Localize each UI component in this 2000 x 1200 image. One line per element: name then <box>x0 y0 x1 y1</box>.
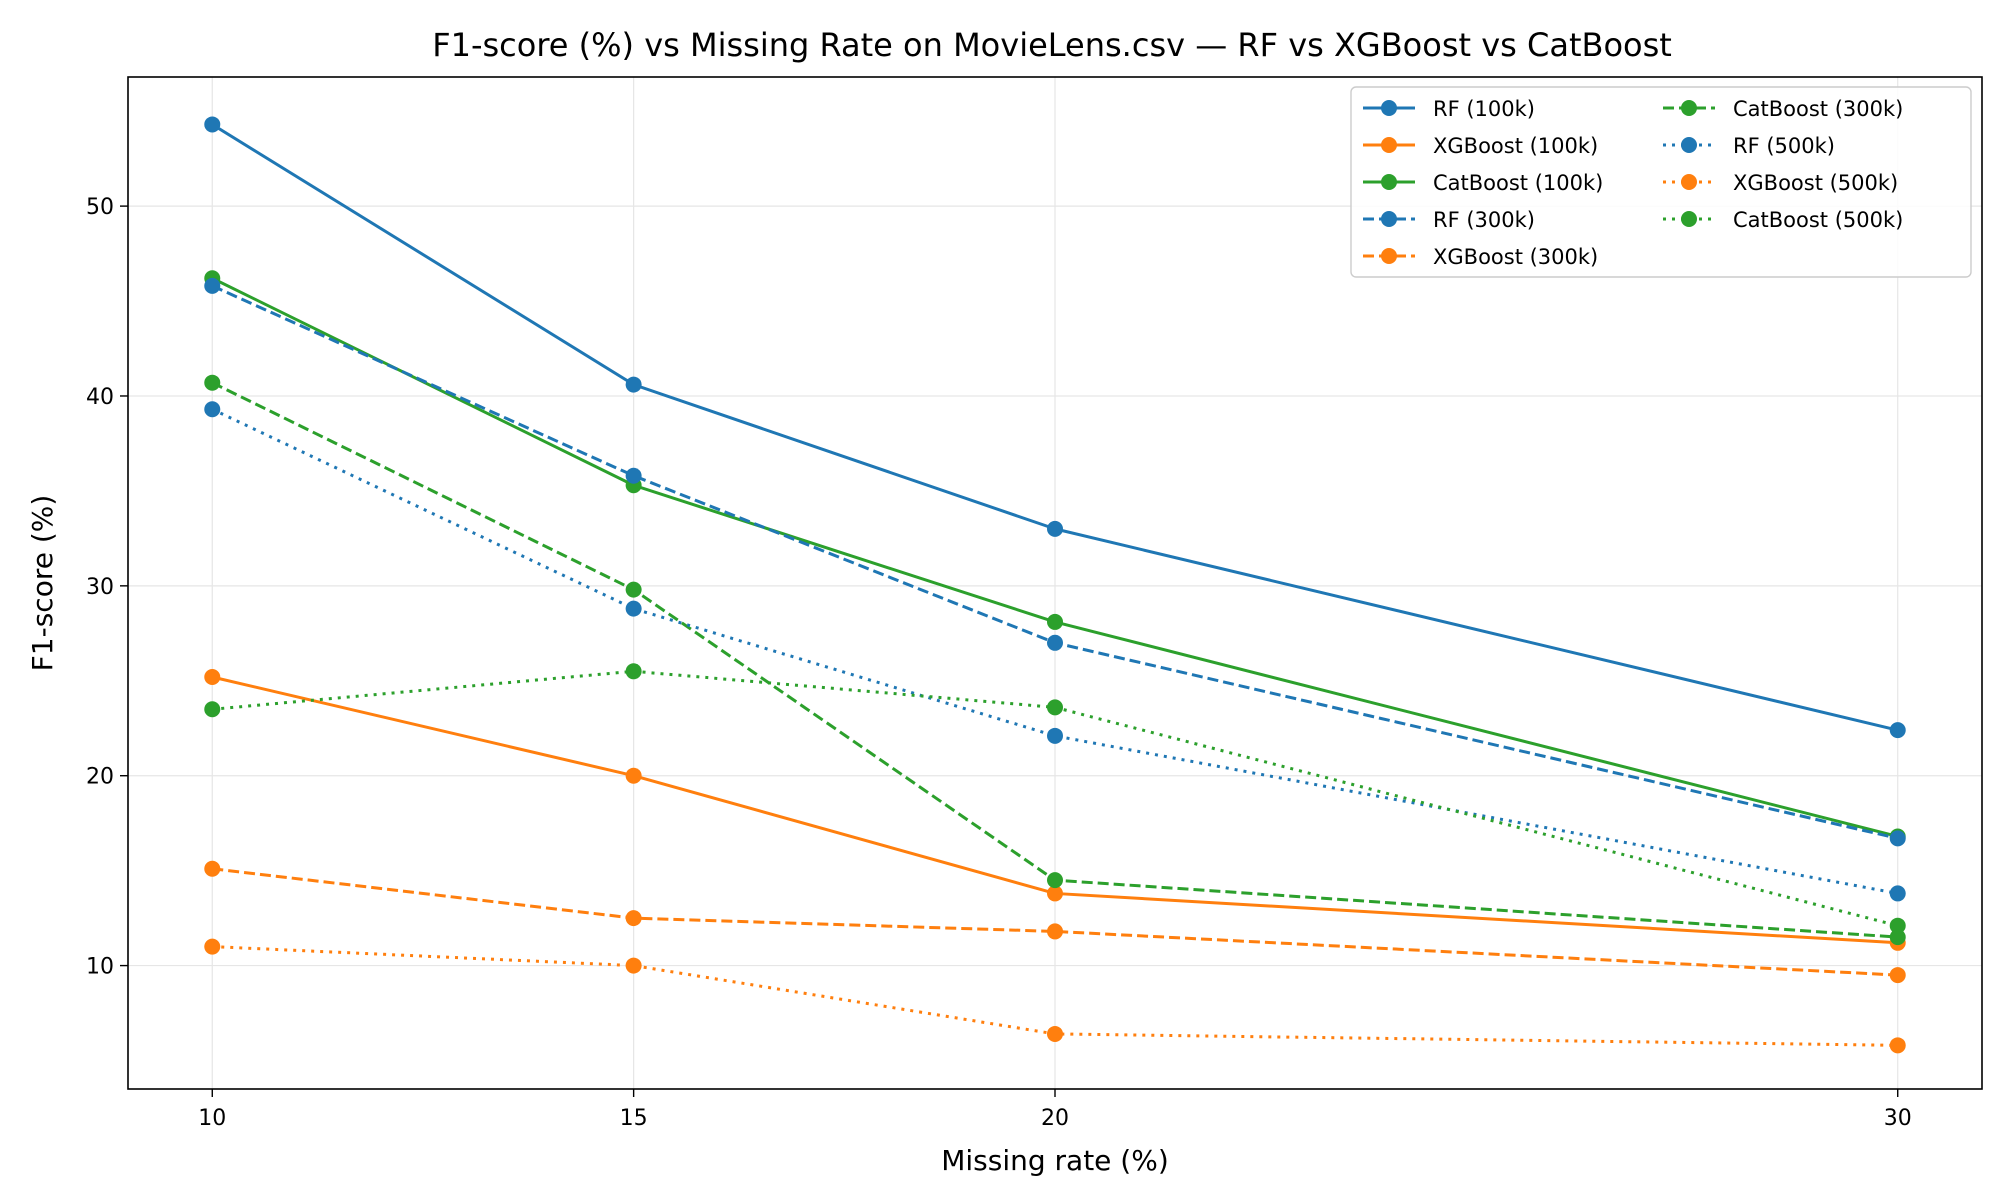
series-line <box>211 284 1899 840</box>
series-line <box>212 945 1898 1047</box>
data-point <box>204 860 221 877</box>
data-point <box>1889 929 1906 946</box>
legend: RF (100k) XGBoost (100k) CatBoost (100k) RF… <box>1350 86 1972 278</box>
legend-label: CatBoost (500k) <box>1733 208 1903 232</box>
data-point <box>625 957 642 974</box>
x-tick-label: 20 <box>1041 1106 1069 1131</box>
legend-marker <box>1381 174 1397 190</box>
legend-marker <box>1681 174 1697 190</box>
data-point <box>625 910 642 927</box>
series-catboost-500k <box>204 663 1906 934</box>
legend-label: CatBoost (100k) <box>1433 171 1603 195</box>
x-tick-label: 30 <box>1884 1106 1912 1131</box>
data-point <box>625 767 642 784</box>
axis-ticks: 10 15 20 30 10 20 30 40 50 <box>86 195 1912 1131</box>
data-point <box>1047 613 1063 630</box>
data-point <box>204 668 221 685</box>
data-point <box>1047 634 1063 651</box>
data-point <box>1047 872 1063 889</box>
legend-label: XGBoost (100k) <box>1433 134 1598 158</box>
series-line <box>211 123 1899 732</box>
legend-marker <box>1681 211 1697 227</box>
legend-item: CatBoost (500k) <box>1663 208 1903 232</box>
legend-label: XGBoost (500k) <box>1733 171 1898 195</box>
legend-item: XGBoost (500k) <box>1663 171 1898 195</box>
chart-title: F1-score (%) vs Missing Rate on MovieLen… <box>432 26 1672 64</box>
legend-item: RF (500k) <box>1663 134 1835 158</box>
y-tick-label: 40 <box>86 385 114 410</box>
series-line <box>211 381 1898 939</box>
data-point <box>204 938 221 955</box>
y-tick-label: 20 <box>86 765 114 790</box>
legend-label: RF (500k) <box>1733 134 1835 158</box>
data-point <box>625 663 642 680</box>
data-point <box>204 374 221 391</box>
series-rf-500k <box>204 401 1906 902</box>
series-rf-100k <box>204 116 1906 739</box>
data-point <box>1047 699 1063 716</box>
data-point <box>204 277 221 294</box>
series-line <box>211 675 1898 945</box>
data-point <box>204 701 221 718</box>
series-layer <box>204 116 1906 1054</box>
y-axis-label: F1-score (%) <box>26 495 59 672</box>
series-xgboost-300k <box>204 860 1906 984</box>
data-point <box>1047 923 1063 940</box>
data-point <box>1889 722 1906 739</box>
data-point <box>204 401 221 418</box>
x-tick-label: 10 <box>198 1106 226 1131</box>
data-point <box>204 116 221 133</box>
legend-marker <box>1681 100 1697 116</box>
x-tick-label: 15 <box>620 1106 648 1131</box>
x-axis-label: Missing rate (%) <box>941 1144 1169 1177</box>
legend-item: XGBoost (300k) <box>1363 245 1598 269</box>
data-point <box>625 376 642 393</box>
series-line <box>212 867 1898 977</box>
data-point <box>625 467 642 484</box>
legend-item: CatBoost (300k) <box>1663 97 1903 121</box>
legend-item: CatBoost (100k) <box>1363 171 1603 195</box>
legend-marker <box>1381 248 1397 264</box>
data-point <box>1047 1025 1063 1042</box>
y-tick-label: 10 <box>86 955 114 980</box>
legend-marker <box>1381 137 1397 153</box>
legend-label: RF (100k) <box>1433 97 1535 121</box>
legend-box <box>1350 86 1972 278</box>
data-point <box>1889 1037 1906 1054</box>
data-point <box>1889 885 1906 902</box>
data-point <box>625 600 642 617</box>
series-line <box>211 407 1899 895</box>
data-point <box>1889 917 1906 934</box>
legend-label: RF (300k) <box>1433 208 1535 232</box>
data-point <box>1047 520 1063 537</box>
series-rf-300k <box>204 277 1906 847</box>
legend-marker <box>1381 100 1397 116</box>
series-xgboost-500k <box>204 938 1906 1054</box>
legend-marker <box>1381 211 1397 227</box>
data-point <box>1889 967 1906 984</box>
data-point <box>1047 885 1063 902</box>
legend-item: RF (300k) <box>1363 208 1535 232</box>
y-tick-label: 30 <box>86 575 114 600</box>
legend-label: CatBoost (300k) <box>1733 97 1903 121</box>
series-catboost-300k <box>204 374 1906 946</box>
data-point <box>625 581 642 598</box>
legend-item: XGBoost (100k) <box>1363 134 1598 158</box>
data-point <box>1047 727 1063 744</box>
legend-label: XGBoost (300k) <box>1433 245 1598 269</box>
y-tick-label: 50 <box>86 195 114 220</box>
data-point <box>1889 830 1906 847</box>
legend-marker <box>1681 137 1697 153</box>
legend-item: RF (100k) <box>1363 97 1535 121</box>
